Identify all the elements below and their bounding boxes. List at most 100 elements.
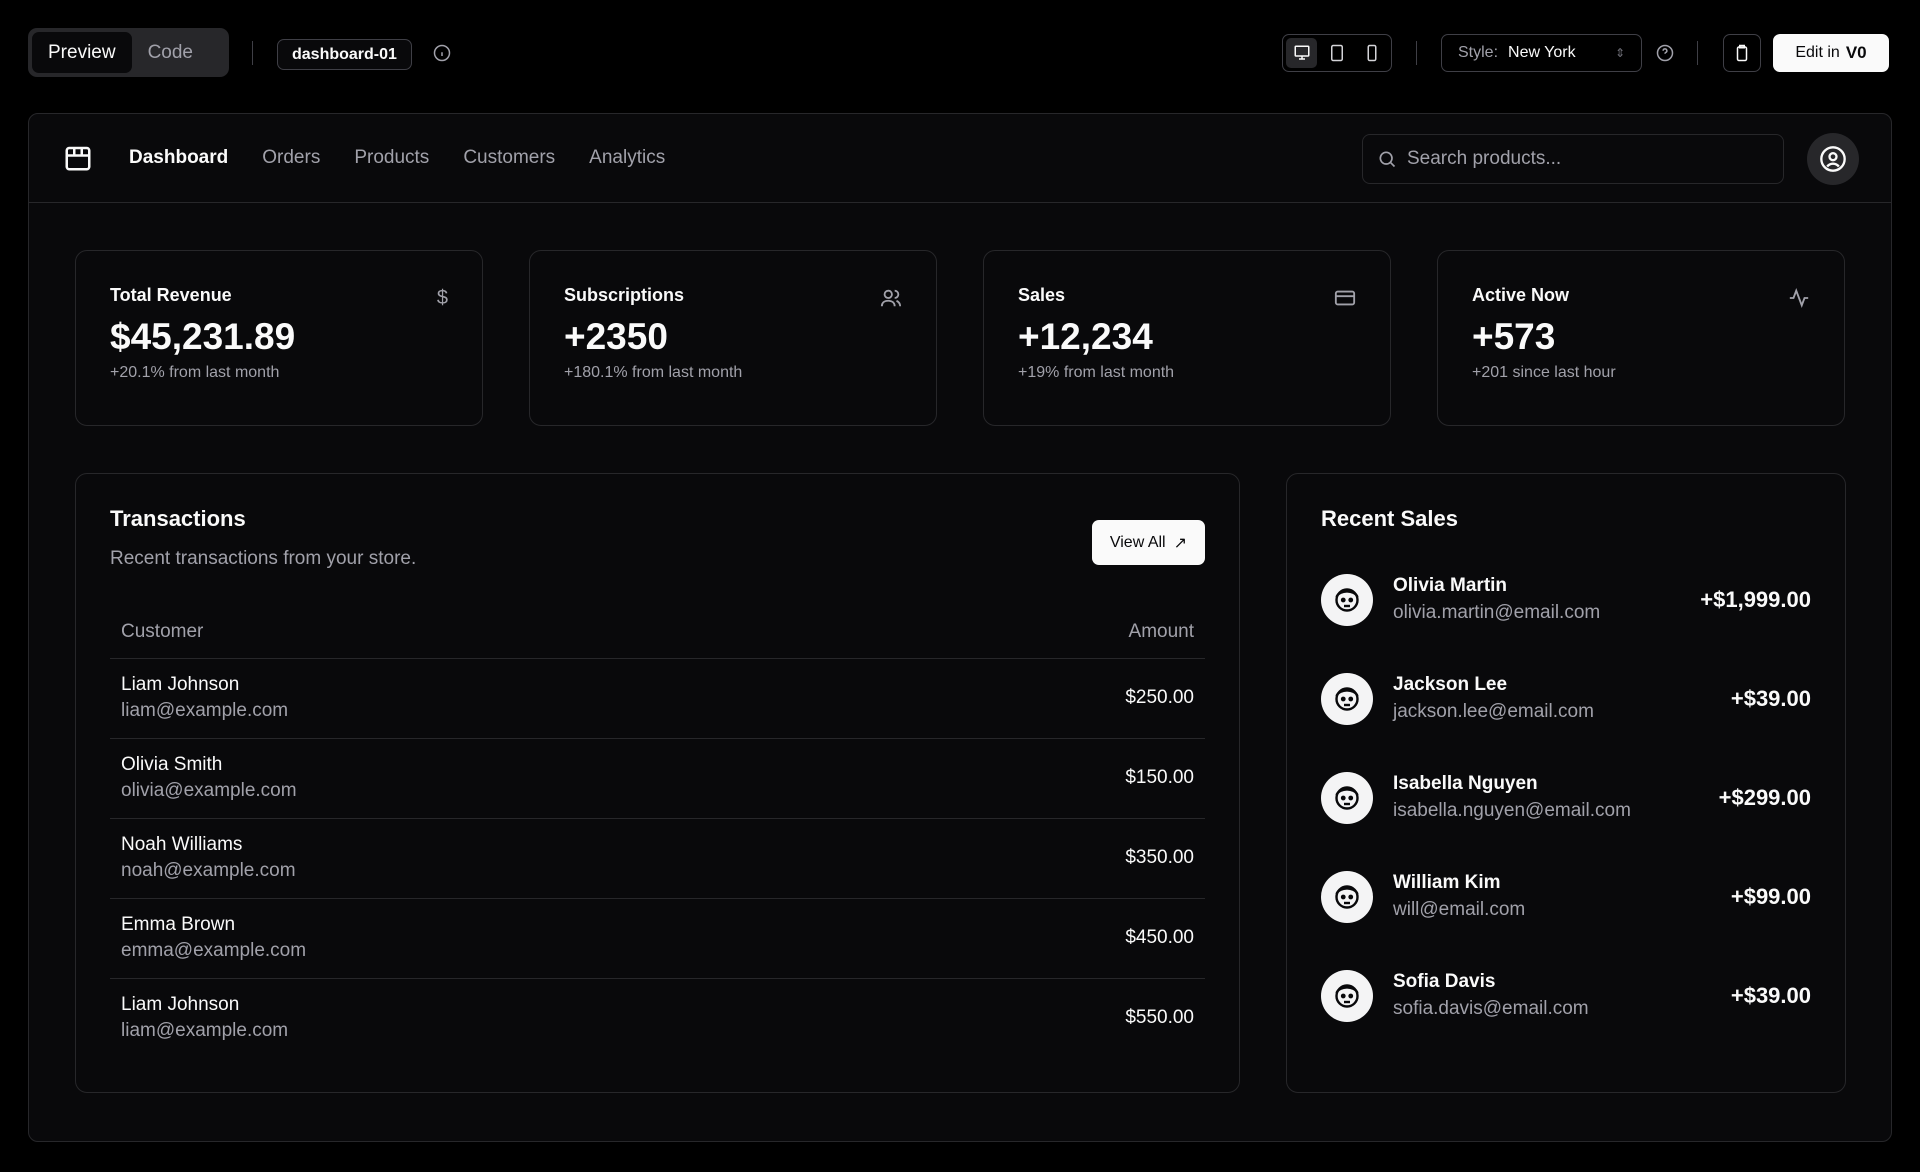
tablet-view-button[interactable] bbox=[1321, 38, 1352, 68]
sale-name: Sofia Davis bbox=[1393, 971, 1496, 992]
sale-item: Olivia Martin olivia.martin@email.com +$1,… bbox=[1321, 550, 1811, 649]
sale-email: olivia.martin@email.com bbox=[1393, 602, 1601, 623]
stat-card-total-revenue: Total Revenue $45,231.89 +20.1% from las… bbox=[75, 250, 483, 426]
sale-name: Jackson Lee bbox=[1393, 674, 1508, 695]
column-header-amount: Amount bbox=[1128, 620, 1194, 642]
customer-name: Emma Brown bbox=[121, 914, 236, 935]
customer-name: Liam Johnson bbox=[121, 674, 240, 695]
recent-sales-title: Recent Sales bbox=[1321, 506, 1458, 531]
sale-item: Jackson Lee jackson.lee@email.com +$39.00 bbox=[1321, 649, 1811, 748]
table-row[interactable]: Liam Johnson liam@example.com $550.00 bbox=[110, 977, 1205, 1058]
credit-card-icon bbox=[1334, 290, 1356, 306]
sale-name: Olivia Martin bbox=[1393, 575, 1508, 596]
sale-email: sofia.davis@email.com bbox=[1393, 998, 1589, 1019]
transactions-subtitle: Recent transactions from your store. bbox=[110, 548, 417, 569]
amount-cell: $150.00 bbox=[871, 737, 1205, 818]
nav-analytics[interactable]: Analytics bbox=[589, 147, 666, 168]
sale-amount: +$1,999.00 bbox=[1700, 586, 1811, 612]
sale-email: jackson.lee@email.com bbox=[1393, 701, 1594, 722]
recent-sales-card: Recent Sales Olivia Martin olivia.martin@… bbox=[1286, 473, 1846, 1093]
table-row[interactable]: Olivia Smith olivia@example.com $150.00 bbox=[110, 737, 1205, 818]
amount-cell: $550.00 bbox=[871, 977, 1205, 1058]
customer-cell: Liam Johnson liam@example.com bbox=[110, 977, 872, 1058]
tab-preview[interactable]: Preview bbox=[32, 32, 132, 73]
search-icon bbox=[1379, 151, 1396, 168]
v0-logo: V0 bbox=[1845, 43, 1867, 62]
transactions-card: Transactions Recent transactions from yo… bbox=[75, 473, 1240, 1093]
divider bbox=[1697, 41, 1698, 65]
info-icon[interactable] bbox=[432, 43, 452, 63]
table-row[interactable]: Liam Johnson liam@example.com $250.00 bbox=[110, 657, 1205, 738]
stat-sub: +20.1% from last month bbox=[110, 364, 280, 381]
nav-orders[interactable]: Orders bbox=[262, 147, 321, 168]
activity-icon bbox=[1789, 288, 1809, 308]
edit-in-v0-button[interactable]: Edit in V0 bbox=[1773, 34, 1889, 72]
table-row[interactable]: Noah Williams noah@example.com $350.00 bbox=[110, 817, 1205, 898]
avatar bbox=[1321, 672, 1373, 725]
sale-item: William Kim will@email.com +$99.00 bbox=[1321, 847, 1811, 946]
user-circle-icon bbox=[1820, 146, 1846, 172]
avatar bbox=[1321, 969, 1373, 1022]
sale-item: Isabella Nguyen isabella.nguyen@email.com… bbox=[1321, 748, 1811, 847]
sale-amount: +$99.00 bbox=[1730, 883, 1811, 909]
view-toggle: Preview Code bbox=[28, 28, 229, 77]
transactions-title: Transactions bbox=[110, 506, 246, 531]
divider bbox=[1416, 41, 1417, 65]
style-select[interactable]: Style: New York ⇕ bbox=[1441, 34, 1642, 72]
mobile-view-button[interactable] bbox=[1357, 38, 1388, 68]
customer-cell: Liam Johnson liam@example.com bbox=[110, 657, 872, 738]
transactions-table: Customer Amount Liam Johnson liam@example.… bbox=[110, 606, 1205, 1058]
style-value: New York bbox=[1508, 44, 1576, 61]
nav-customers[interactable]: Customers bbox=[463, 147, 556, 168]
customer-email: noah@example.com bbox=[121, 860, 296, 881]
help-icon[interactable] bbox=[1655, 43, 1675, 63]
stat-sub: +201 since last hour bbox=[1472, 364, 1616, 381]
stat-card-active-now: Active Now +573 +201 since last hour bbox=[1437, 250, 1845, 426]
sale-amount: +$299.00 bbox=[1718, 784, 1811, 810]
stat-value: $45,231.89 bbox=[110, 316, 296, 357]
customer-cell: Emma Brown emma@example.com bbox=[110, 897, 872, 978]
avatar bbox=[1321, 870, 1373, 923]
customer-cell: Noah Williams noah@example.com bbox=[110, 817, 872, 898]
avatar bbox=[1321, 573, 1373, 626]
copy-button[interactable] bbox=[1723, 34, 1761, 72]
stat-value: +12,234 bbox=[1018, 316, 1153, 357]
user-menu-button[interactable] bbox=[1807, 133, 1859, 185]
column-header-customer: Customer bbox=[121, 620, 204, 642]
divider bbox=[252, 41, 253, 65]
avatar bbox=[1321, 771, 1373, 824]
nav-products[interactable]: Products bbox=[354, 147, 430, 168]
sale-item: Sofia Davis sofia.davis@email.com +$39.00 bbox=[1321, 946, 1811, 1045]
chevrons-up-down-icon: ⇕ bbox=[1614, 46, 1625, 60]
stat-title: Subscriptions bbox=[564, 285, 685, 305]
stat-value: +2350 bbox=[564, 316, 668, 357]
dollar-icon: $ bbox=[436, 287, 448, 309]
top-nav: Dashboard Orders Products Customers Anal… bbox=[29, 114, 1891, 203]
stat-card-subscriptions: Subscriptions +2350 +180.1% from last mo… bbox=[529, 250, 937, 426]
stat-title: Active Now bbox=[1472, 285, 1570, 305]
edit-label: Edit in bbox=[1795, 44, 1840, 61]
arrow-up-right-icon: ↗ bbox=[1173, 534, 1187, 552]
stat-sub: +180.1% from last month bbox=[564, 364, 743, 381]
view-all-button[interactable]: View All ↗ bbox=[1091, 520, 1205, 565]
customer-name: Olivia Smith bbox=[121, 754, 223, 775]
tab-code[interactable]: Code bbox=[147, 41, 193, 63]
search-input[interactable]: Search products... bbox=[1362, 134, 1784, 184]
desktop-view-button[interactable] bbox=[1286, 38, 1318, 68]
sale-amount: +$39.00 bbox=[1730, 982, 1811, 1008]
search-placeholder: Search products... bbox=[1407, 148, 1562, 169]
customer-email: liam@example.com bbox=[121, 700, 289, 721]
sale-email: will@email.com bbox=[1393, 899, 1526, 920]
nav-dashboard[interactable]: Dashboard bbox=[129, 147, 229, 168]
amount-cell: $450.00 bbox=[871, 897, 1205, 978]
customer-email: emma@example.com bbox=[121, 940, 307, 961]
table-row[interactable]: Emma Brown emma@example.com $450.00 bbox=[110, 897, 1205, 978]
view-all-label: View All bbox=[1109, 533, 1166, 551]
customer-cell: Olivia Smith olivia@example.com bbox=[110, 737, 872, 818]
customer-name: Noah Williams bbox=[121, 834, 243, 855]
package-logo-icon[interactable] bbox=[63, 143, 93, 173]
customer-email: liam@example.com bbox=[121, 1020, 289, 1042]
stat-sub: +19% from last month bbox=[1018, 364, 1175, 381]
stat-value: +573 bbox=[1472, 316, 1556, 357]
stat-title: Sales bbox=[1018, 285, 1066, 305]
